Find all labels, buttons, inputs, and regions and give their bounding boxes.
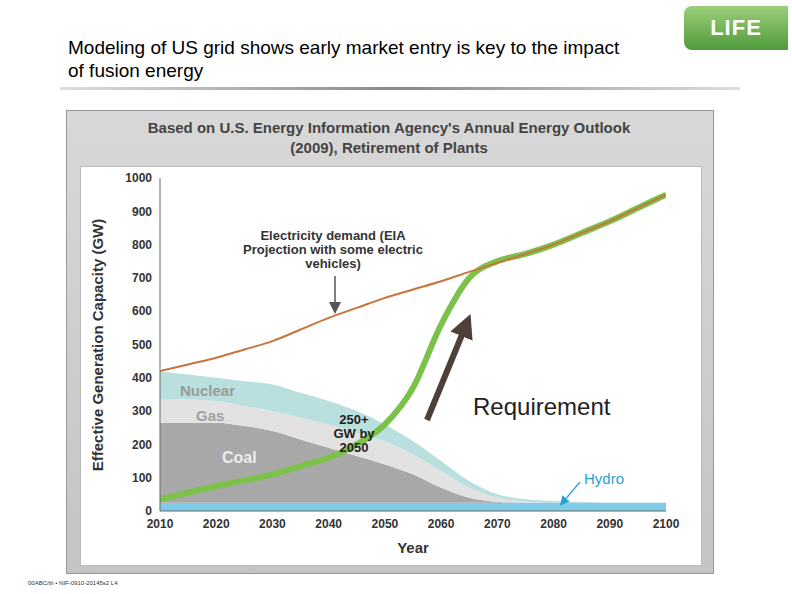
html-text:Electricity demand (EIA Projec: Electricity demand (EIA Projection with … [243,228,423,271]
svg-text:300: 300 [132,404,152,418]
html-text:Gas: Gas [196,407,225,424]
svg-text:Year: Year [397,539,429,556]
svg-text:2040: 2040 [315,517,342,531]
svg-text:700: 700 [132,271,152,285]
svg-text:2030: 2030 [259,517,286,531]
svg-text:400: 400 [132,371,152,385]
svg-text:2100: 2100 [653,517,680,531]
svg-text:200: 200 [132,438,152,452]
svg-text:800: 800 [132,238,152,252]
html-text:Modeling of US grid shows earl: Modeling of US grid shows early market e… [68,37,620,81]
html-text:250+ GW by 2050: 250+ GW by 2050 [333,412,375,455]
html-text:Requirement: Requirement [473,393,611,420]
html-text:Coal: Coal [222,449,257,466]
svg-text:2050: 2050 [372,517,399,531]
html-text:LIFE: LIFE [710,15,762,40]
html-text:Hydro: Hydro [584,470,624,487]
html-text:Based on U.S. Energy Informati: Based on U.S. Energy Information Agency'… [147,119,631,156]
svg-text:2020: 2020 [203,517,230,531]
svg-text:2080: 2080 [540,517,567,531]
svg-text:0: 0 [145,504,152,518]
svg-text:2010: 2010 [147,517,174,531]
svg-text:1000: 1000 [125,171,152,185]
svg-text:2060: 2060 [428,517,455,531]
html-text:Nuclear: Nuclear [180,382,235,399]
svg-text:Effective Generation Capacity: Effective Generation Capacity (GW) [89,219,106,472]
html-text:00ABC/th • NIF-0910-20145s2 L4: 00ABC/th • NIF-0910-20145s2 L4 [28,580,118,586]
svg-text:100: 100 [132,471,152,485]
svg-text:2070: 2070 [484,517,511,531]
svg-text:500: 500 [132,338,152,352]
svg-text:2090: 2090 [596,517,623,531]
svg-text:600: 600 [132,304,152,318]
svg-text:900: 900 [132,205,152,219]
